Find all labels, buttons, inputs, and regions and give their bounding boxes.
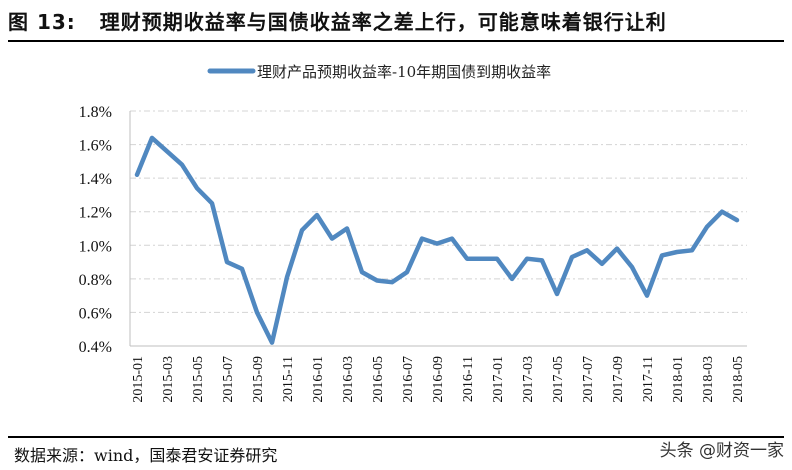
y-tick-label: 1.4% — [79, 171, 112, 188]
x-tick-label: 2015-09 — [251, 356, 266, 403]
x-tick-label: 2017-11 — [641, 356, 656, 402]
x-tick-label: 2017-03 — [521, 356, 536, 403]
x-tick-label: 2016-11 — [461, 356, 476, 402]
figure-title-text: 理财预期收益率与国债收益率之差上行，可能意味着银行让利 — [99, 10, 667, 34]
y-tick-label: 0.8% — [79, 272, 112, 289]
x-tick-label: 2015-05 — [191, 356, 206, 403]
y-tick-label: 1.6% — [79, 138, 112, 155]
figure-title: 图 13: 理财预期收益率与国债收益率之差上行，可能意味着银行让利 — [8, 6, 667, 35]
x-tick-label: 2016-09 — [431, 356, 446, 403]
series-line — [134, 135, 740, 345]
title-divider — [8, 40, 784, 42]
footer-divider — [8, 436, 784, 438]
x-tick-label: 2016-01 — [311, 356, 326, 403]
axes — [129, 111, 747, 347]
x-tick-label: 2016-03 — [341, 356, 356, 403]
x-tick-label: 2017-07 — [581, 356, 596, 403]
legend-label: 理财产品预期收益率-10年期国债到期收益率 — [257, 63, 551, 81]
legend: 理财产品预期收益率-10年期国债到期收益率 — [207, 63, 551, 81]
x-tick-label: 2015-01 — [131, 356, 146, 403]
x-tick-label: 2017-01 — [491, 356, 506, 403]
x-tick-label: 2015-07 — [221, 356, 236, 403]
gridlines — [130, 110, 747, 313]
x-tick-label: 2017-05 — [551, 356, 566, 403]
y-tick-label: 0.4% — [79, 339, 112, 356]
x-tick-label: 2018-05 — [731, 356, 746, 403]
y-tick-label: 0.6% — [79, 305, 112, 322]
x-tick-label: 2015-11 — [281, 356, 296, 402]
watermark: 头条 @财资一家 — [659, 441, 784, 461]
x-tick-label: 2017-09 — [611, 356, 626, 403]
x-tick-label: 2018-03 — [701, 356, 716, 403]
data-source: 数据来源：wind，国泰君安证券研究 — [14, 446, 278, 465]
y-tick-label: 1.2% — [79, 205, 112, 222]
figure-label: 图 13: — [8, 10, 76, 34]
x-axis-ticks: 2015-01 2015-03 2015-05 2015-07 2015-09 2015-… — [131, 356, 746, 403]
x-tick-label: 2016-05 — [371, 356, 386, 403]
y-tick-label: 1.8% — [79, 104, 112, 121]
x-tick-label: 2015-03 — [161, 356, 176, 403]
y-tick-label: 1.0% — [79, 238, 112, 255]
x-tick-label: 2018-01 — [671, 356, 686, 403]
y-axis-ticks: 1.8% 1.6% 1.4% 1.2% 1.0% 0.8% 0.6% 0.4% — [79, 104, 112, 356]
x-tick-label: 2016-07 — [401, 356, 416, 403]
